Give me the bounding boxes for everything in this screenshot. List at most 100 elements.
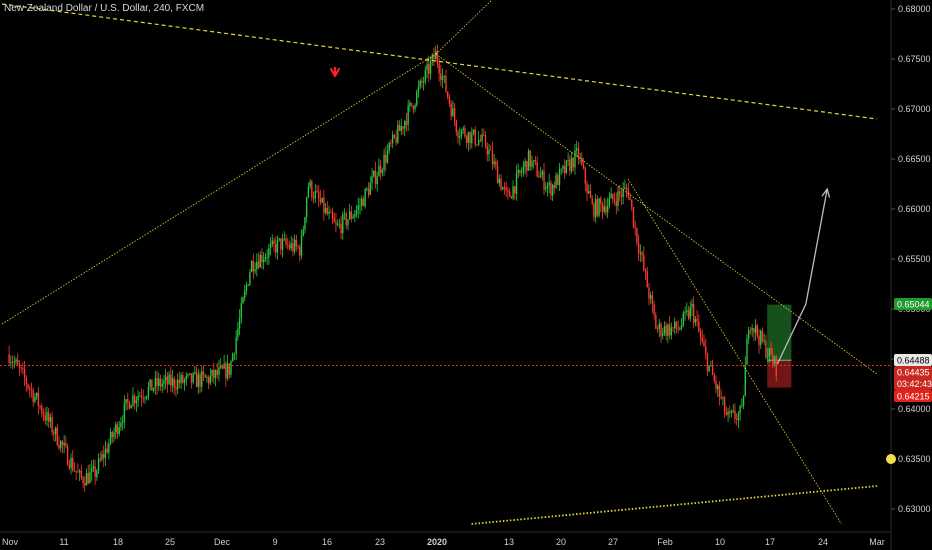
- candle: [453, 102, 456, 127]
- projection-arrow[interactable]: [776, 187, 831, 365]
- candle: [519, 169, 521, 176]
- time-axis-label: 23: [375, 537, 385, 547]
- trendlines: [1, 0, 878, 525]
- candle: [159, 374, 162, 392]
- candle: [80, 464, 83, 480]
- candle: [691, 298, 693, 316]
- candle: [8, 345, 10, 366]
- candle: [656, 325, 659, 333]
- candle: [190, 373, 193, 389]
- candle: [600, 195, 602, 213]
- candle: [73, 462, 76, 472]
- trendline[interactable]: [435, 0, 493, 55]
- candle: [25, 374, 28, 393]
- candle: [722, 396, 724, 406]
- candle: [152, 387, 155, 393]
- candle: [409, 100, 411, 112]
- candle: [335, 213, 337, 233]
- price-tick-label: 0.64000: [898, 404, 931, 414]
- candle: [54, 426, 57, 442]
- candle: [170, 366, 172, 392]
- candle: [60, 440, 62, 453]
- candle: [737, 410, 740, 429]
- candle: [347, 218, 349, 231]
- trendline[interactable]: [435, 53, 878, 375]
- candle: [348, 203, 351, 221]
- candle: [404, 119, 406, 137]
- candle: [262, 251, 265, 270]
- yellow-alert-dot-icon[interactable]: [886, 454, 896, 464]
- candle: [178, 371, 181, 388]
- candle: [692, 296, 695, 329]
- candle: [649, 291, 652, 304]
- candle: [103, 445, 105, 467]
- candle: [546, 181, 549, 197]
- candle: [715, 375, 717, 394]
- candle: [758, 329, 760, 354]
- candle: [620, 188, 623, 206]
- candle: [472, 129, 475, 136]
- candle: [72, 450, 74, 473]
- candle: [27, 383, 29, 391]
- candle: [510, 195, 513, 199]
- candle: [467, 131, 470, 152]
- candle: [108, 438, 110, 460]
- candle: [705, 338, 707, 360]
- candle: [761, 327, 764, 344]
- candle: [151, 379, 153, 391]
- candle: [240, 296, 243, 324]
- candle: [338, 218, 341, 229]
- candle: [256, 253, 258, 277]
- candle: [529, 150, 531, 171]
- trendline[interactable]: [1, 53, 437, 325]
- candle: [560, 168, 562, 175]
- candle: [221, 364, 224, 370]
- candle: [23, 360, 26, 387]
- candle: [154, 371, 157, 396]
- candle: [539, 166, 542, 178]
- candle: [572, 156, 574, 172]
- high-price-badge: 0.64488: [894, 354, 932, 366]
- candle: [321, 197, 323, 204]
- candle: [565, 160, 568, 175]
- candle: [452, 100, 454, 117]
- candle: [603, 197, 605, 215]
- candle: [120, 417, 122, 432]
- candle: [474, 126, 476, 148]
- loss-zone[interactable]: [767, 360, 792, 388]
- candle: [11, 355, 14, 370]
- candle: [302, 225, 304, 237]
- candle: [268, 243, 270, 265]
- candle: [41, 402, 43, 418]
- candle: [663, 321, 666, 337]
- candle: [189, 373, 191, 376]
- candle: [677, 320, 679, 334]
- candle: [696, 309, 698, 327]
- candle: [318, 185, 320, 207]
- candle: [139, 391, 141, 397]
- candle: [400, 118, 402, 135]
- candle: [18, 360, 21, 376]
- candle: [287, 237, 289, 250]
- candle: [133, 393, 136, 410]
- chart-title: New Zealand Dollar / U.S. Dollar, 240, F…: [4, 3, 205, 14]
- candle: [490, 144, 492, 151]
- red-down-arrow-icon[interactable]: [329, 66, 341, 78]
- candle: [357, 197, 359, 219]
- candle: [206, 375, 208, 383]
- candle: [361, 195, 363, 212]
- candle: [249, 268, 251, 287]
- target-price-badge: 0.65044: [894, 298, 932, 310]
- candle: [576, 140, 578, 157]
- candle: [615, 192, 617, 215]
- candle: [146, 395, 148, 401]
- candle: [665, 322, 667, 341]
- trendline[interactable]: [471, 485, 878, 525]
- candle: [245, 281, 248, 296]
- candle: [116, 421, 119, 439]
- candle: [624, 179, 626, 190]
- trendline[interactable]: [1, 3, 878, 120]
- candle: [352, 213, 354, 220]
